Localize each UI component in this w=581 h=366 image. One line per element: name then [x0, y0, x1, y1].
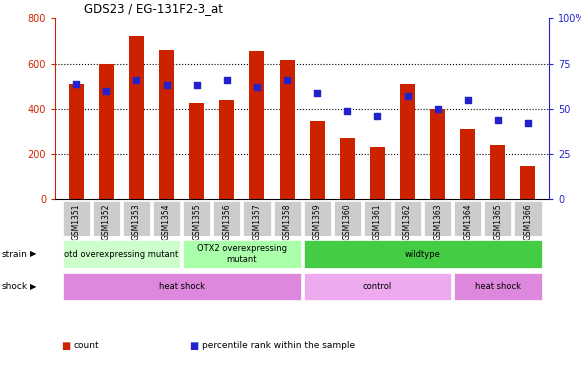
Bar [460, 129, 475, 199]
Bar [485, 201, 511, 236]
Text: GSM1361: GSM1361 [373, 203, 382, 239]
Bar [129, 37, 144, 199]
Bar [304, 201, 331, 236]
Bar [370, 147, 385, 199]
Bar [63, 201, 90, 236]
Bar [364, 201, 391, 236]
Point [222, 77, 231, 83]
Bar [279, 60, 295, 199]
Text: strain: strain [1, 250, 27, 258]
Text: GSM1354: GSM1354 [162, 203, 171, 240]
Bar [213, 201, 241, 236]
Point [71, 81, 81, 86]
Bar [123, 201, 150, 236]
Bar [394, 201, 421, 236]
Point [252, 84, 261, 90]
Point [343, 108, 352, 113]
Bar [219, 100, 234, 199]
Bar [430, 109, 445, 199]
Bar [274, 201, 300, 236]
Bar [249, 51, 264, 199]
Point [433, 106, 442, 112]
Bar [99, 64, 114, 199]
Bar [159, 50, 174, 199]
Text: GSM1351: GSM1351 [72, 203, 81, 239]
Text: control: control [363, 283, 392, 291]
Text: ▶: ▶ [30, 250, 37, 258]
Text: heat shock: heat shock [159, 283, 205, 291]
Bar [304, 273, 451, 300]
Point [192, 82, 202, 88]
Point [132, 77, 141, 83]
Text: GSM1360: GSM1360 [343, 203, 352, 240]
Bar [304, 240, 541, 268]
Text: GSM1352: GSM1352 [102, 203, 111, 239]
Bar [340, 138, 355, 199]
Text: OTX2 overexpressing
mutant: OTX2 overexpressing mutant [197, 244, 287, 264]
Text: otd overexpressing mutant: otd overexpressing mutant [64, 250, 178, 258]
Text: ■: ■ [189, 341, 198, 351]
Text: GSM1364: GSM1364 [463, 203, 472, 240]
Bar [63, 240, 180, 268]
Bar [153, 201, 180, 236]
Bar [243, 201, 271, 236]
Text: GSM1363: GSM1363 [433, 203, 442, 240]
Bar [63, 273, 300, 300]
Bar [424, 201, 451, 236]
Point [282, 77, 292, 83]
Text: count: count [74, 341, 99, 350]
Text: shock: shock [1, 283, 27, 291]
Bar [333, 201, 361, 236]
Text: GSM1357: GSM1357 [253, 203, 261, 240]
Bar [69, 84, 84, 199]
Text: GSM1356: GSM1356 [223, 203, 231, 240]
Text: heat shock: heat shock [475, 283, 521, 291]
Text: wildtype: wildtype [404, 250, 440, 258]
Bar [454, 201, 481, 236]
Bar [514, 201, 541, 236]
Point [463, 97, 472, 103]
Bar [183, 201, 210, 236]
Point [403, 93, 412, 99]
Bar [521, 165, 536, 199]
Bar [189, 103, 205, 199]
Point [373, 113, 382, 119]
Text: GSM1353: GSM1353 [132, 203, 141, 240]
Bar [454, 273, 541, 300]
Text: GSM1359: GSM1359 [313, 203, 322, 240]
Text: GSM1366: GSM1366 [523, 203, 532, 240]
Bar [183, 240, 300, 268]
Text: percentile rank within the sample: percentile rank within the sample [202, 341, 355, 350]
Point [313, 90, 322, 96]
Text: ■: ■ [61, 341, 70, 351]
Text: GSM1358: GSM1358 [282, 203, 292, 239]
Point [493, 117, 503, 123]
Point [102, 88, 111, 94]
Point [523, 120, 533, 126]
Text: GSM1355: GSM1355 [192, 203, 201, 240]
Bar [490, 145, 505, 199]
Bar [400, 84, 415, 199]
Text: ▶: ▶ [30, 283, 37, 291]
Bar [93, 201, 120, 236]
Bar [310, 122, 325, 199]
Text: GSM1362: GSM1362 [403, 203, 412, 239]
Text: GDS23 / EG-131F2-3_at: GDS23 / EG-131F2-3_at [84, 1, 223, 15]
Point [162, 82, 171, 88]
Text: GSM1365: GSM1365 [493, 203, 503, 240]
